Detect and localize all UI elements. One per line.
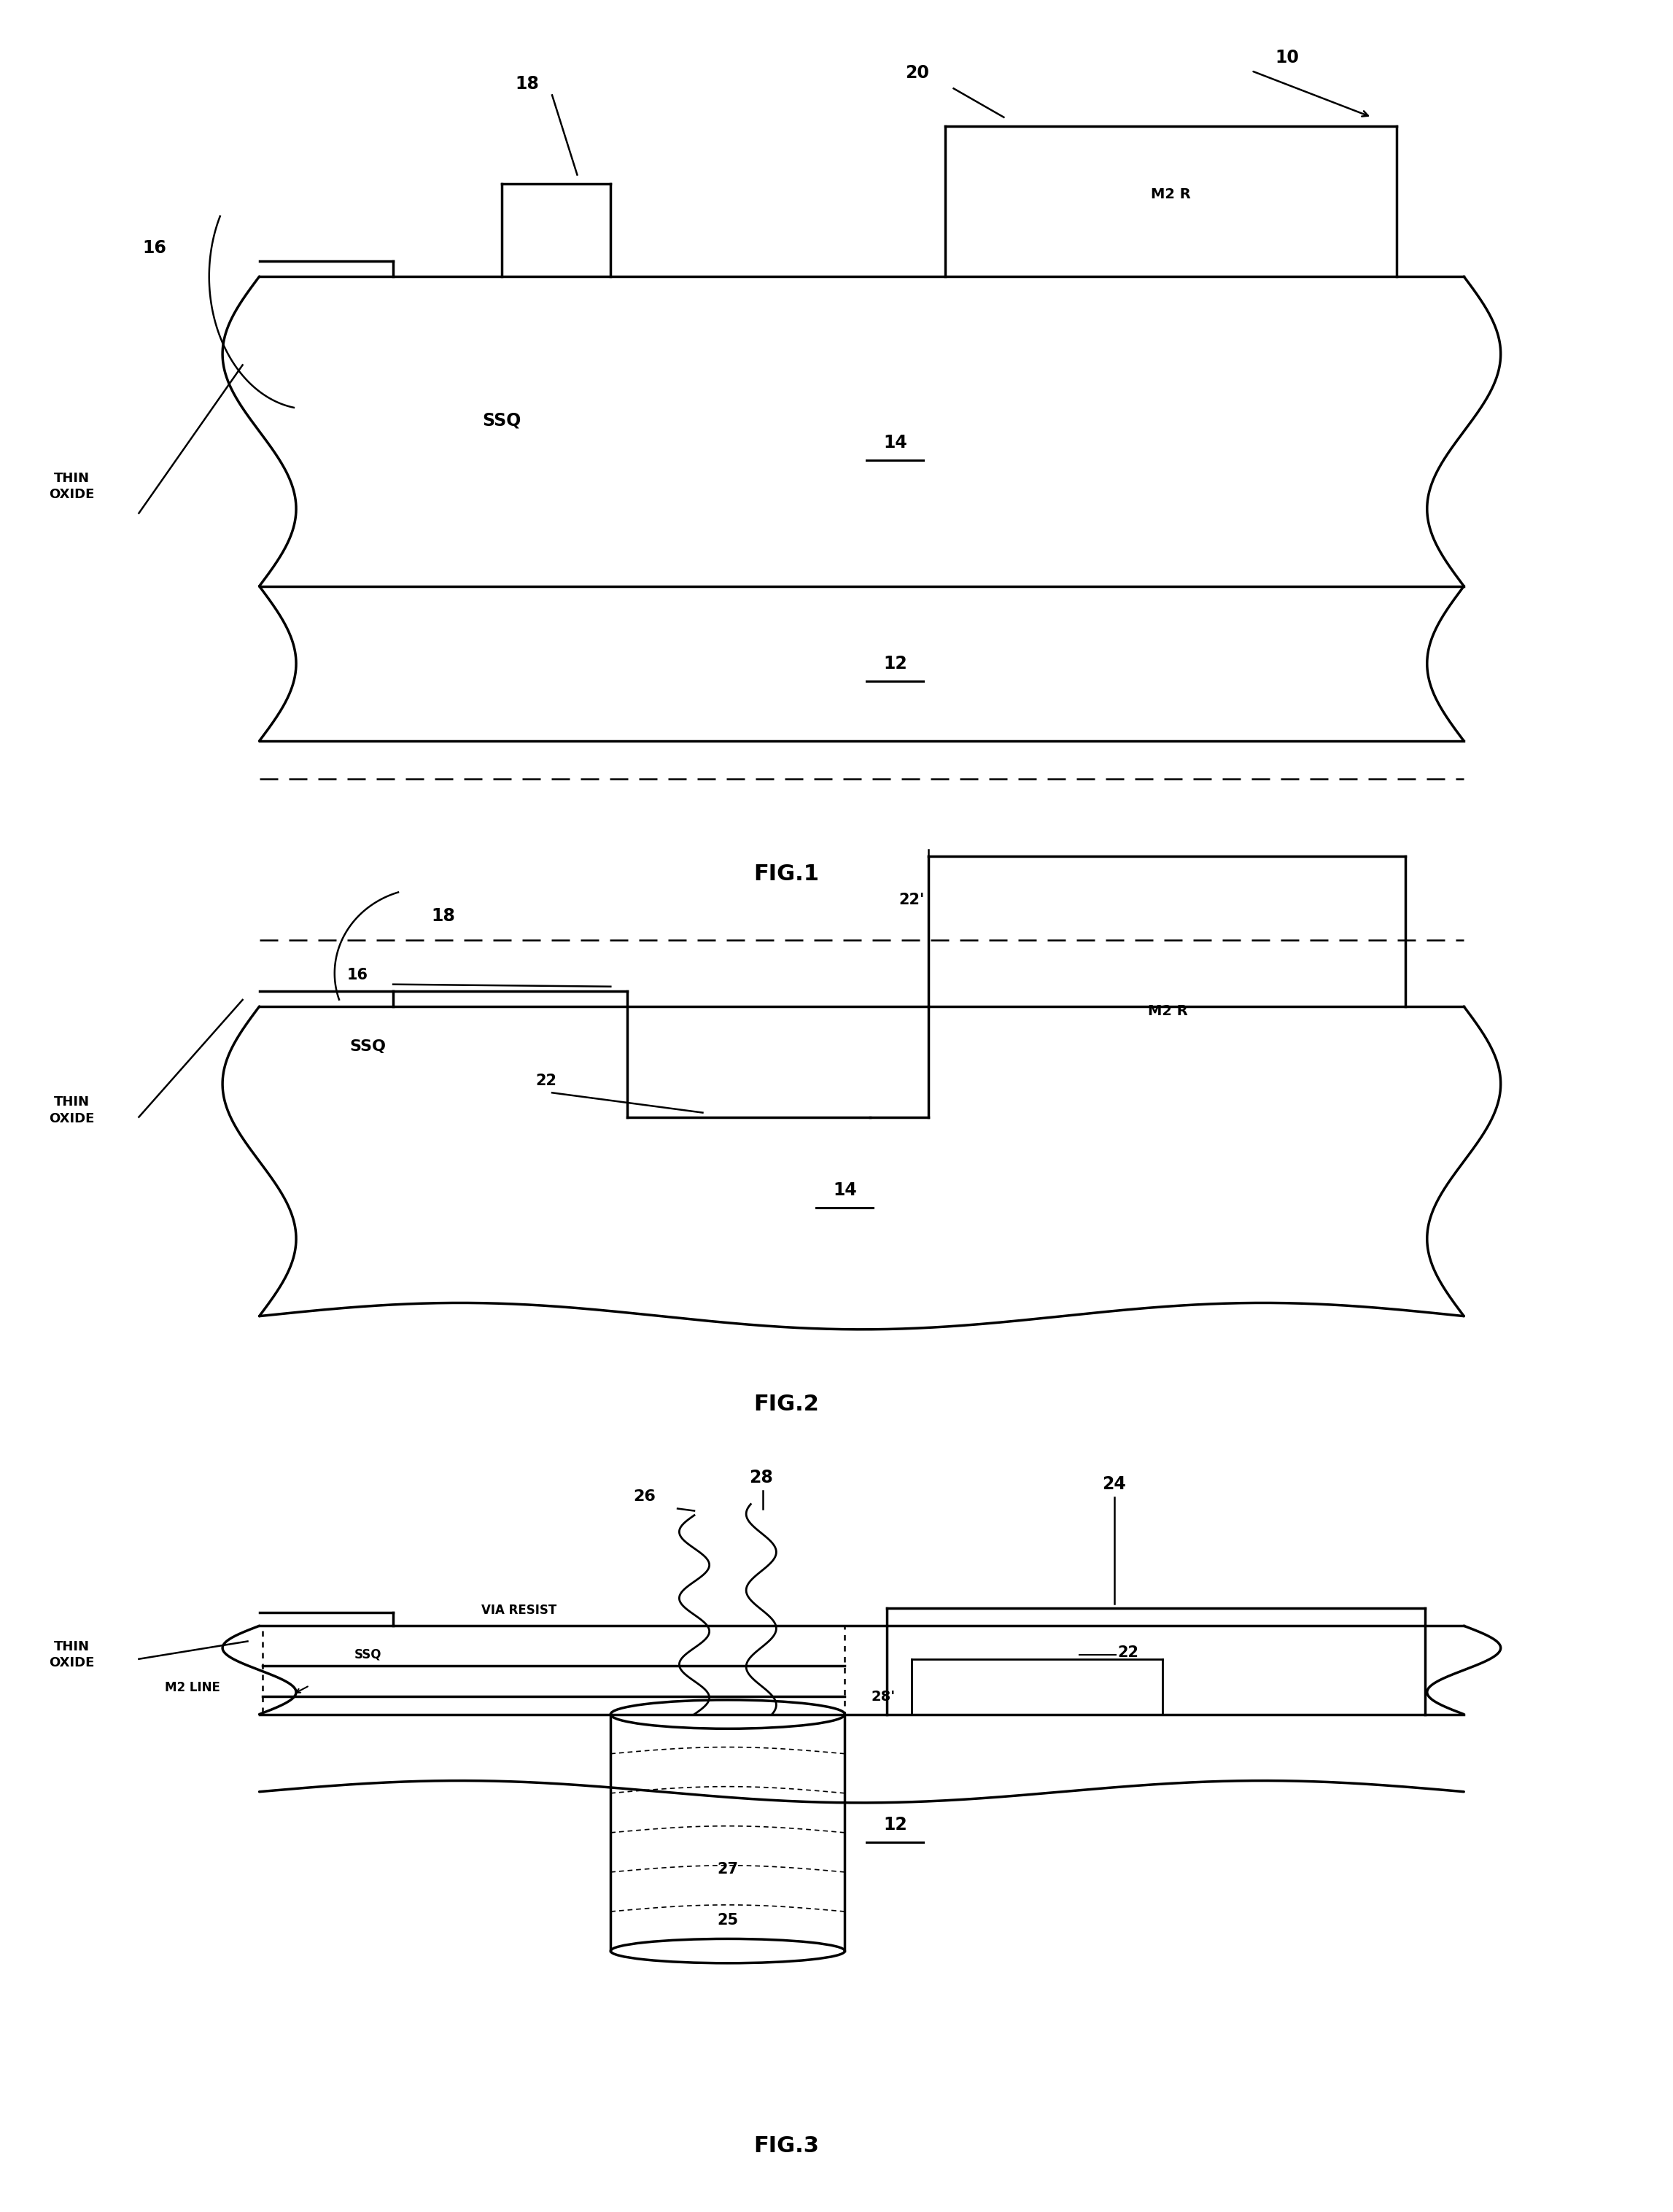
Bar — [263, 1626, 845, 1714]
Text: THIN
OXIDE: THIN OXIDE — [49, 1639, 95, 1670]
Text: 14: 14 — [833, 1181, 857, 1199]
Text: 24: 24 — [1103, 1475, 1126, 1493]
Text: 18: 18 — [432, 907, 455, 925]
Text: 28: 28 — [750, 1469, 773, 1486]
Text: 26: 26 — [632, 1489, 656, 1504]
Text: 12: 12 — [883, 1816, 907, 1834]
Text: SSQ: SSQ — [355, 1648, 381, 1661]
Text: 22': 22' — [898, 891, 925, 907]
Text: 10: 10 — [1275, 49, 1298, 66]
Text: 20: 20 — [905, 64, 929, 82]
Text: 28': 28' — [872, 1690, 895, 1703]
Text: 18: 18 — [515, 75, 539, 93]
Text: 25: 25 — [718, 1913, 738, 1927]
Text: SSQ: SSQ — [482, 411, 522, 429]
Text: SSQ: SSQ — [350, 1040, 386, 1053]
Text: 14: 14 — [883, 434, 907, 451]
Text: M2 R: M2 R — [1148, 1004, 1188, 1018]
Text: 22: 22 — [1118, 1646, 1139, 1659]
Text: FIG.2: FIG.2 — [753, 1394, 820, 1416]
Text: VIA RESIST: VIA RESIST — [480, 1604, 557, 1617]
Text: M2 R: M2 R — [1151, 188, 1191, 201]
Text: 12: 12 — [883, 655, 907, 672]
Text: 27: 27 — [718, 1863, 738, 1876]
Text: 22: 22 — [535, 1073, 557, 1088]
Text: FIG.1: FIG.1 — [753, 863, 820, 885]
Text: THIN
OXIDE: THIN OXIDE — [49, 1095, 95, 1126]
Text: M2 LINE: M2 LINE — [164, 1681, 221, 1694]
Text: 16: 16 — [142, 239, 166, 257]
Text: THIN
OXIDE: THIN OXIDE — [49, 471, 95, 502]
Text: FIG.3: FIG.3 — [753, 2135, 820, 2157]
Text: 16: 16 — [346, 967, 368, 982]
